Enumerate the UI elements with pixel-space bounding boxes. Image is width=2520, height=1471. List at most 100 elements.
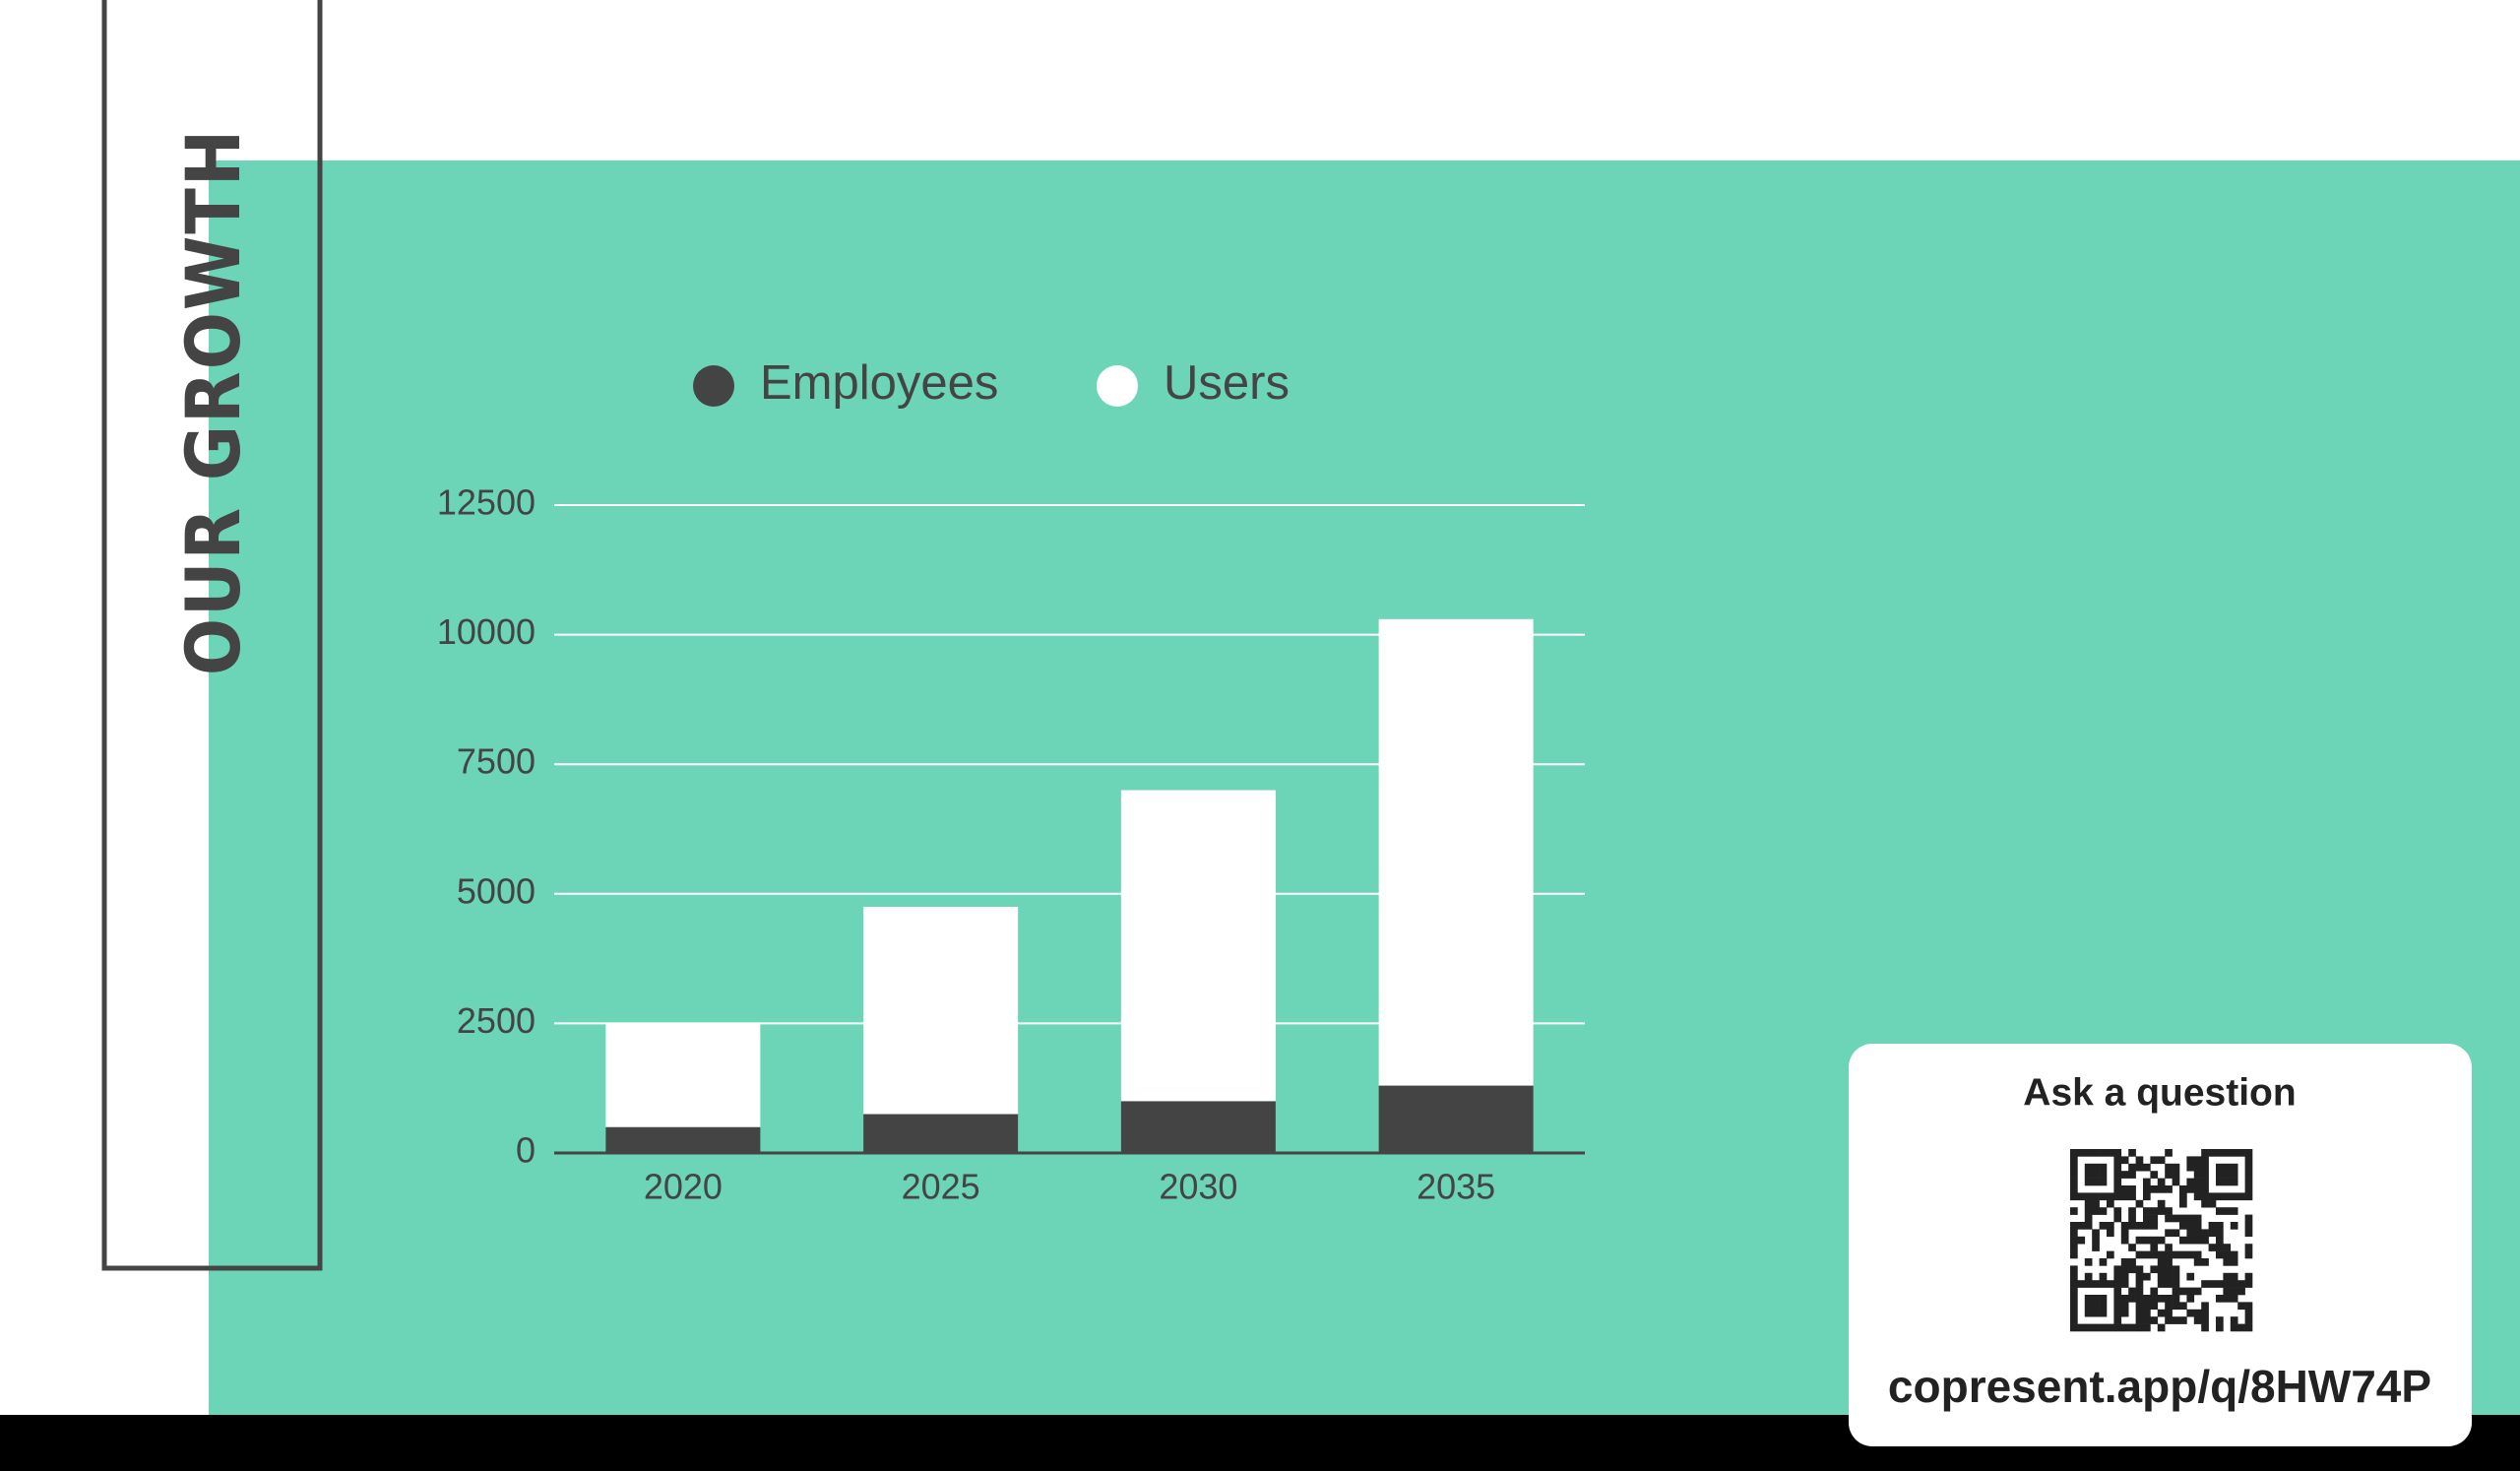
qr-module	[2135, 1323, 2144, 1332]
qr-module	[2237, 1280, 2245, 1288]
qr-module	[2113, 1316, 2122, 1324]
qr-module	[2099, 1295, 2108, 1303]
qr-module	[2165, 1171, 2173, 1179]
qr-module	[2070, 1287, 2078, 1296]
qr-module	[2084, 1258, 2093, 1266]
qr-module	[2201, 1192, 2209, 1201]
qr-module	[2244, 1302, 2253, 1311]
qr-module	[2186, 1236, 2195, 1245]
qr-module	[2208, 1244, 2217, 1251]
qr-module	[2120, 1258, 2129, 1266]
qr-module	[2216, 1171, 2224, 1179]
qr-module	[2244, 1309, 2253, 1317]
qr-module	[2092, 1207, 2100, 1215]
qr-module	[2165, 1272, 2173, 1281]
qr-code[interactable]	[2070, 1149, 2253, 1332]
qr-module	[2084, 1214, 2093, 1223]
qr-module	[2216, 1207, 2224, 1215]
y-tick-label: 2500	[457, 1000, 536, 1041]
bar-segment	[863, 906, 1019, 1115]
qr-module	[2070, 1192, 2078, 1201]
card-heading: Ask a question	[2023, 1071, 2296, 1114]
qr-module	[2201, 1199, 2209, 1208]
qr-module	[2165, 1295, 2173, 1303]
bar-segment	[1378, 618, 1534, 1086]
qr-module	[2135, 1272, 2144, 1281]
card-url[interactable]: copresent.app/q/8HW74P	[1888, 1361, 2431, 1412]
qr-module	[2230, 1258, 2238, 1266]
qr-module	[2179, 1236, 2187, 1245]
qr-module	[2084, 1280, 2093, 1288]
qr-module	[2092, 1199, 2100, 1208]
qr-module	[2186, 1295, 2195, 1303]
qr-module	[2179, 1185, 2187, 1193]
qr-module	[2244, 1214, 2253, 1223]
qr-module	[2244, 1178, 2253, 1186]
qr-module	[2186, 1309, 2195, 1317]
qr-module	[2120, 1323, 2129, 1332]
qr-module	[2084, 1295, 2093, 1303]
qr-module	[2084, 1323, 2093, 1332]
qr-module	[2193, 1229, 2202, 1238]
qr-module	[2230, 1171, 2238, 1179]
qr-module	[2143, 1309, 2151, 1317]
qr-module	[2193, 1178, 2202, 1186]
bar-segment	[1120, 1101, 1276, 1153]
qr-module	[2135, 1163, 2144, 1172]
qr-module	[2186, 1185, 2195, 1193]
qr-module	[2244, 1149, 2253, 1157]
qr-module	[2099, 1192, 2108, 1201]
qr-module	[2244, 1192, 2253, 1201]
qr-module	[2084, 1192, 2093, 1201]
qr-module	[2113, 1178, 2122, 1186]
qr-module	[2092, 1302, 2100, 1311]
qr-module	[2179, 1250, 2187, 1259]
qr-module	[2201, 1309, 2209, 1317]
qr-module	[2143, 1302, 2151, 1311]
qr-module	[2084, 1199, 2093, 1208]
qr-module	[2135, 1295, 2144, 1303]
qr-module	[2113, 1295, 2122, 1303]
qr-module	[2128, 1185, 2136, 1193]
qr-module	[2216, 1250, 2224, 1259]
qr-module	[2113, 1323, 2122, 1332]
question-card[interactable]: Ask a question copresent.app/q/8HW74P	[1849, 1044, 2472, 1446]
qr-module	[2157, 1156, 2166, 1165]
qr-module	[2107, 1323, 2114, 1332]
qr-module	[2120, 1272, 2129, 1281]
qr-module	[2157, 1272, 2166, 1281]
qr-module	[2113, 1287, 2122, 1296]
qr-module	[2150, 1295, 2159, 1303]
qr-module	[2070, 1250, 2078, 1259]
qr-module	[2237, 1192, 2245, 1201]
qr-module	[2193, 1309, 2202, 1317]
qr-module	[2128, 1149, 2136, 1157]
qr-module	[2113, 1185, 2122, 1193]
qr-module	[2070, 1280, 2078, 1288]
qr-module	[2092, 1309, 2100, 1317]
qr-module	[2230, 1250, 2238, 1259]
qr-module	[2113, 1192, 2122, 1201]
qr-module	[2186, 1163, 2195, 1172]
qr-module	[2186, 1178, 2195, 1186]
qr-module	[2135, 1309, 2144, 1317]
qr-module	[2157, 1236, 2166, 1245]
bar-segment	[605, 1023, 761, 1127]
qr-module	[2099, 1222, 2108, 1230]
bar-segment	[863, 1114, 1019, 1153]
qr-module	[2077, 1149, 2086, 1157]
qr-module	[2084, 1222, 2093, 1230]
qr-module	[2223, 1280, 2232, 1288]
qr-module	[2107, 1229, 2114, 1238]
bar-segment	[605, 1126, 761, 1153]
qr-module	[2179, 1214, 2187, 1223]
qr-module	[2216, 1295, 2224, 1303]
qr-module	[2070, 1178, 2078, 1186]
qr-module	[2208, 1199, 2217, 1208]
qr-module	[2107, 1250, 2114, 1259]
qr-module	[2172, 1229, 2180, 1238]
qr-module	[2150, 1222, 2159, 1230]
qr-module	[2216, 1163, 2224, 1172]
qr-module	[2135, 1222, 2144, 1230]
qr-module	[2172, 1302, 2180, 1311]
